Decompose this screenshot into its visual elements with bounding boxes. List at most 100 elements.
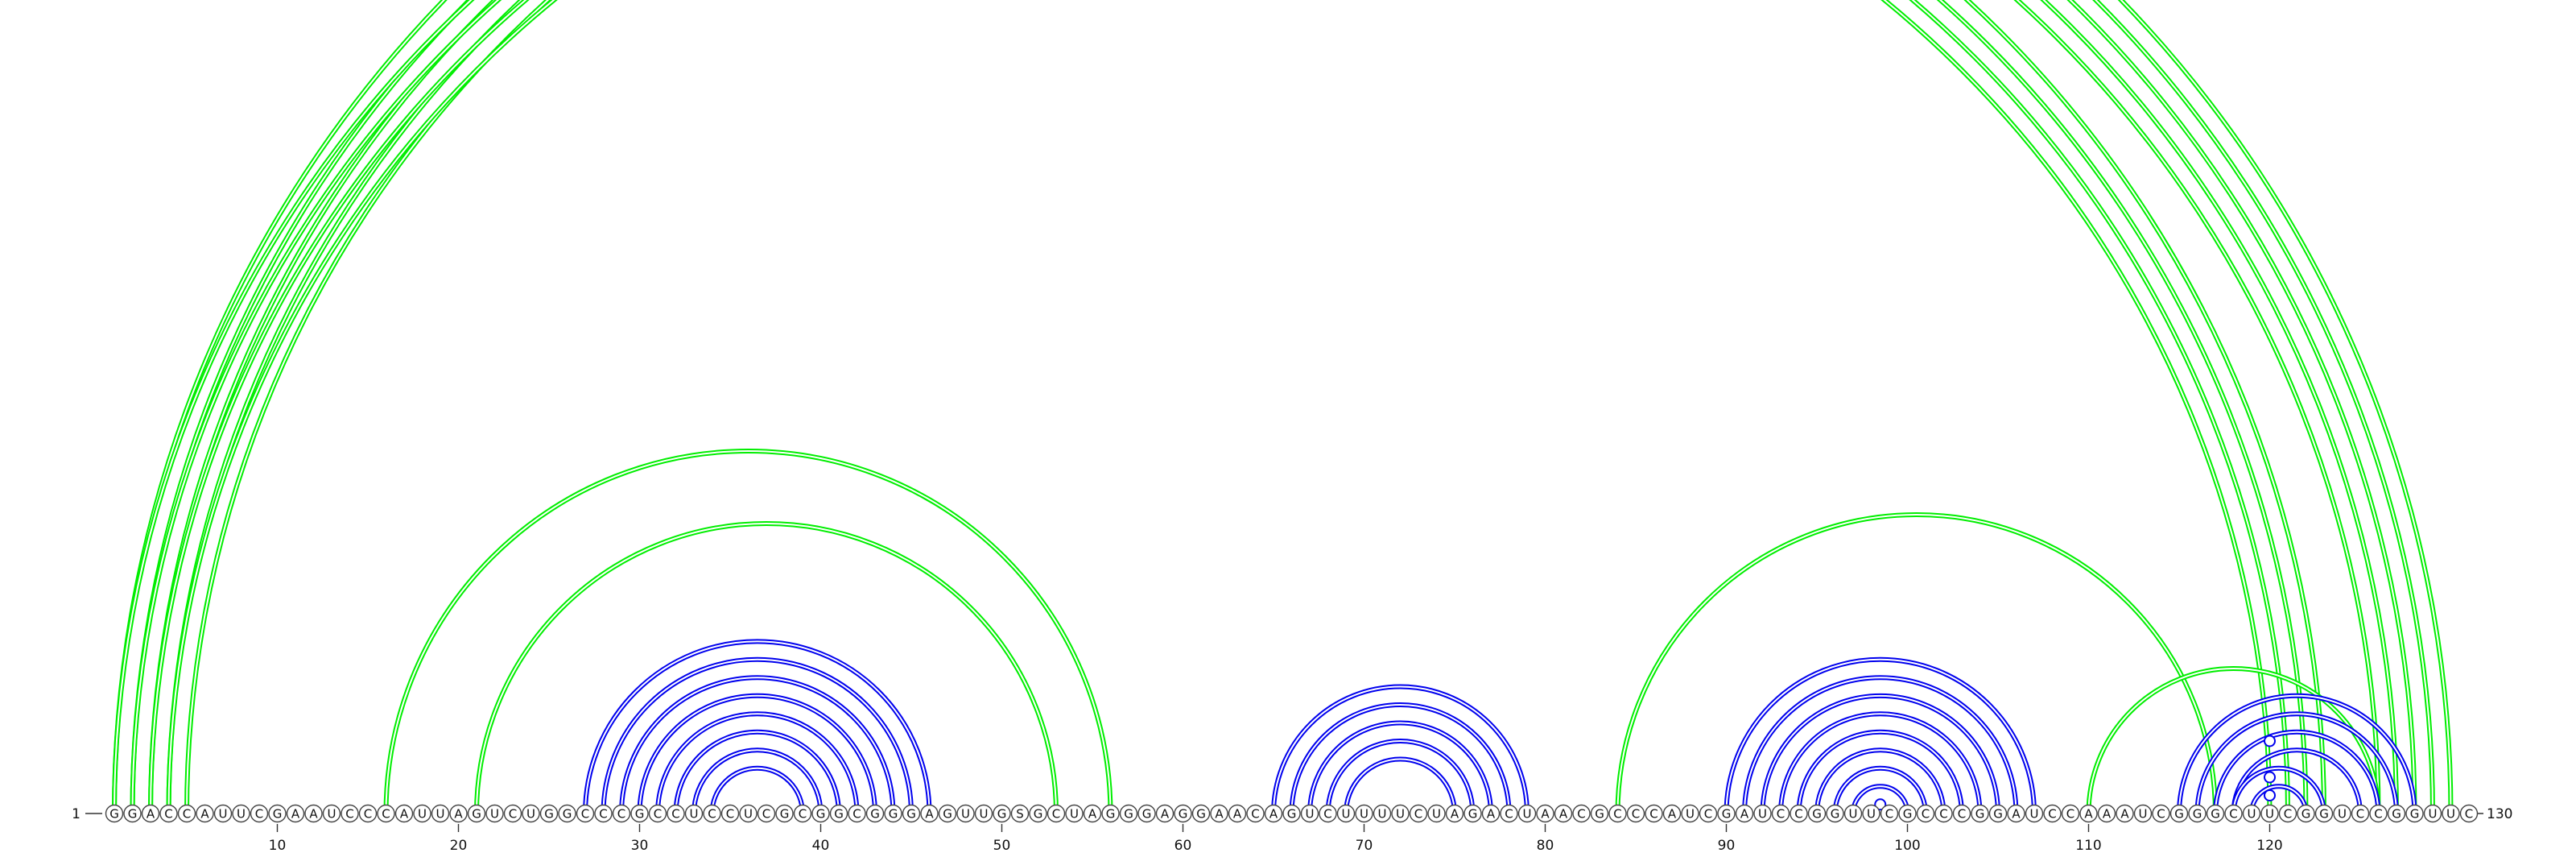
nucleotide-42: C (848, 804, 866, 823)
nucleotide-circle (2043, 804, 2062, 823)
nucleotide-circle (1717, 804, 1736, 823)
nucleotide-letter: C (708, 807, 716, 822)
nucleotide-letter: G (1831, 807, 1840, 822)
nucleotide-letter: U (2265, 807, 2274, 822)
nucleotide-122: G (2297, 804, 2315, 823)
nucleotide-circle (1137, 804, 1156, 823)
nucleotide-128: G (2405, 804, 2424, 823)
nucleotide-letter: C (1251, 807, 1259, 822)
arc-center-line (2196, 713, 2397, 814)
nucleotide-circle (829, 804, 848, 823)
base-pair-arc-33-40 (691, 747, 824, 814)
nucleotide-91: A (1735, 804, 1754, 823)
arc-center-line (131, 0, 2307, 814)
nucleotide-circle (1952, 804, 1971, 823)
tick-30: 30 (631, 824, 648, 854)
nucleotide-63: A (1228, 804, 1247, 823)
arc-center-line (2215, 731, 2380, 814)
nucleotide-circle (449, 804, 468, 823)
nucleotide-circle (1174, 804, 1192, 823)
nucleotide-115: G (2169, 804, 2189, 823)
nucleotide-letter: U (1867, 807, 1876, 822)
tick-label: 50 (993, 838, 1011, 854)
nucleotide-letter: G (1812, 807, 1822, 822)
arc-stroke (184, 0, 2381, 814)
noncanonical-pair-markers (1874, 735, 2276, 811)
nucleotide-1: G (105, 804, 124, 823)
nucleotide-35: C (720, 804, 740, 823)
base-pair-arc-29-44 (619, 675, 896, 814)
nucleotide-circle (1790, 804, 1808, 823)
nucleotide-letter: U (1360, 807, 1368, 822)
nucleotide-circle (2369, 804, 2388, 823)
nucleotide-circle (2260, 804, 2279, 823)
arc-stroke (673, 729, 841, 814)
nucleotide-circle (1101, 804, 1120, 823)
noncanonical-marker-118-122 (2264, 771, 2276, 784)
nucleotide-circle (793, 804, 812, 823)
base-pair-arc-95-102 (1814, 747, 1946, 814)
nucleotide-letter: U (2338, 807, 2347, 822)
base-pair-arc-27-46 (583, 639, 932, 814)
nucleotide-55: A (1083, 804, 1102, 823)
nucleotide-9: C (250, 804, 269, 823)
nucleotide-circle (1662, 804, 1682, 823)
nucleotide-circle (2314, 804, 2334, 823)
base-pair-arc-31-42 (655, 711, 860, 814)
nucleotide-circle (902, 804, 921, 823)
nucleotide-letter: C (164, 807, 172, 822)
base-pair-arc-92-105 (1760, 693, 2000, 814)
nucleotide-letter: G (2211, 807, 2220, 822)
nucleotide-circle (1753, 804, 1772, 823)
nucleotide-letter: C (1704, 807, 1712, 822)
tick-label: 80 (1537, 838, 1554, 854)
arc-center-line (150, 0, 2289, 814)
arc-stroke (112, 0, 2326, 814)
nucleotide-letter: G (1124, 807, 1133, 822)
nucleotide-circle (1898, 804, 1917, 823)
nucleotide-71: U (1373, 804, 1392, 823)
nucleotide-circle (594, 804, 613, 823)
nucleotide-67: U (1300, 804, 1319, 823)
nucleotide-39: C (793, 804, 812, 823)
nucleotide-14: C (341, 804, 359, 823)
base-pair-arc-115-128 (2177, 693, 2417, 814)
arc-center-line (1761, 694, 1999, 814)
nucleotide-80: A (1536, 804, 1554, 823)
nucleotide-circle (2333, 804, 2351, 823)
nucleotide-circle (612, 804, 631, 823)
arc-center-line (476, 523, 1057, 814)
end-position-label: 130 (2487, 806, 2512, 822)
nucleotide-circle (1155, 804, 1174, 823)
nucleotide-letter: C (617, 807, 625, 822)
nucleotide-8: U (232, 804, 250, 823)
nucleotide-letter: A (1668, 807, 1677, 822)
nucleotide-circle (739, 804, 758, 823)
nucleotide-121: C (2278, 804, 2297, 823)
tick-120: 120 (2256, 824, 2283, 854)
nucleotide-17: A (394, 804, 414, 823)
nucleotide-circle (1934, 804, 1953, 823)
arc-center-line (693, 749, 822, 814)
tick-label: 60 (1174, 838, 1192, 854)
nucleotide-letter: A (400, 807, 409, 822)
nucleotide-letter: C (364, 807, 372, 822)
nucleotide-circle (2224, 804, 2243, 823)
base-pair-arc-65-79 (1271, 684, 1530, 814)
arc-center-line (1273, 685, 1528, 814)
tick-label: 100 (1894, 838, 1920, 854)
nucleotide-letter: G (273, 807, 283, 822)
nucleotide-letter: C (1777, 807, 1785, 822)
nucleotide-18: U (413, 804, 431, 823)
tick-110: 110 (2075, 824, 2102, 854)
nucleotide-letter: C (2356, 807, 2364, 822)
base-pair-arc-1-130 (112, 0, 2454, 814)
nucleotide-circle (1536, 804, 1554, 823)
nucleotide-letter: C (726, 807, 734, 822)
nucleotide-letter: A (200, 807, 209, 822)
nucleotide-letter: A (2012, 807, 2021, 822)
nucleotide-36: U (739, 804, 758, 823)
nucleotide-circle (1246, 804, 1265, 823)
nucleotide-letter: C (1939, 807, 1947, 822)
